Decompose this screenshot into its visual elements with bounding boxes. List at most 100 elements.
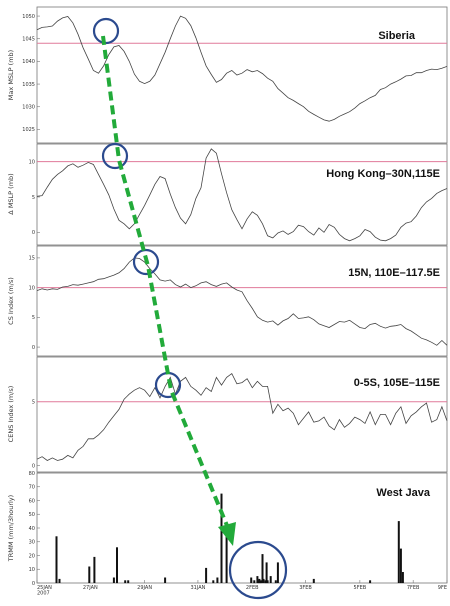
x-tick-label: 2007 [37, 591, 50, 597]
bar [220, 493, 223, 583]
panel-1-marks: 1050 1045 1040 1035 1030 1025 [22, 14, 448, 133]
bar [216, 577, 219, 583]
panel-5-ytick-label: 0 [32, 581, 35, 587]
bar [274, 580, 277, 584]
x-tick-label: 25JAN [37, 585, 52, 591]
panel-3-ylabel: CS Index (m/s) [7, 277, 15, 325]
highlight-circle [132, 248, 160, 276]
bar [401, 572, 404, 583]
panel-4-marks: 50 [32, 372, 448, 469]
bar [256, 576, 259, 583]
panel-1-series-line [36, 15, 448, 122]
panel-2-ytick-label: 0 [32, 230, 35, 236]
bar [58, 578, 61, 583]
bar [250, 577, 253, 583]
panel-hongkong: Δ MSLP (mb) Hong Kong–30N,115E 10 5 0 [7, 143, 448, 246]
panel-3-frame [36, 245, 448, 357]
bar [253, 580, 256, 584]
x-tick-label: 2FEB [246, 585, 259, 591]
highlight-circle [101, 142, 129, 170]
bar [266, 580, 269, 584]
panel-5-ytick-label: 20 [29, 553, 35, 559]
x-tick-label: 7FEB [407, 585, 420, 591]
panel-5-ytick-label: 50 [29, 512, 35, 518]
bar [124, 580, 127, 584]
panel-3-marks: 15 10 5 0 [29, 256, 448, 351]
panel-5-title: West Java [376, 487, 430, 499]
highlight-circle [92, 17, 120, 45]
highlight-circle [154, 371, 182, 399]
panel-3-series-line [36, 257, 448, 346]
panel-1-ytick-label: 1025 [22, 127, 35, 133]
panel-4-frame [36, 356, 448, 473]
panel-2-frame [36, 143, 448, 246]
panel-1-ytick-label: 1040 [22, 59, 35, 65]
panel-5-ytick-label: 40 [29, 526, 35, 532]
trend-arrow-head [218, 522, 236, 546]
bar [116, 547, 118, 584]
panel-5-ytick-label: 80 [29, 471, 35, 477]
bar [276, 562, 279, 583]
panel-cens-index: CENS Index (m/s) 0-5S, 105E–115E 50 [7, 356, 448, 473]
x-tick-label: 29JAN [137, 585, 152, 591]
panel-5-ytick-label: 10 [29, 567, 35, 573]
panel-4-ytick-label: 0 [32, 463, 35, 469]
panel-2-ylabel: Δ MSLP (mb) [7, 173, 15, 214]
annotation-overlay [92, 17, 288, 600]
bar [88, 566, 91, 583]
panel-4-ylabel: CENS Index (m/s) [7, 386, 15, 443]
bar [369, 580, 372, 584]
bar [205, 567, 208, 583]
bar [112, 577, 115, 583]
bar [261, 554, 264, 583]
panel-cs-index: CS Index (m/s) 15N, 110E–117.5E 15 10 5 0 [7, 245, 448, 357]
bar [164, 577, 167, 583]
panel-siberia: Max MSLP (mb) Siberia 105010451040103510… [7, 6, 448, 144]
panel-3-ytick-label: 0 [32, 345, 35, 351]
panel-4-title: 0-5S, 105E–115E [354, 377, 440, 389]
bar [265, 562, 268, 583]
panel-1-ytick-label: 1030 [22, 105, 35, 111]
bar [399, 548, 402, 583]
bar [312, 578, 315, 583]
x-tick-label: 31JAN [190, 585, 205, 591]
panel-3-title: 15N, 110E–117.5E [348, 267, 440, 279]
bar [212, 580, 215, 584]
bar [55, 536, 58, 584]
panel-2-title: Hong Kong–30N,115E [326, 168, 440, 180]
bar [259, 580, 262, 584]
panel-1-ytick-label: 1045 [22, 37, 35, 43]
panel-4-ytick-label: 5 [32, 400, 35, 406]
bar [262, 578, 265, 583]
panel-west-java: TRMM (mm/3hourly) West Java 80 70 60 50 40 30… [7, 471, 448, 597]
bar [258, 578, 261, 583]
bar [127, 580, 130, 584]
panel-2-series-line [36, 148, 448, 242]
panel-5-ytick-label: 30 [29, 540, 35, 546]
panel-3-ytick-label: 15 [29, 256, 35, 262]
panel-1-ytick-label: 1050 [22, 14, 35, 20]
bar [397, 521, 400, 583]
panel-5-marks: 80 70 60 50 40 30 20 10 0 [29, 471, 404, 587]
panel-2-ytick-label: 5 [32, 195, 35, 201]
trend-arrow-shaft [101, 35, 230, 529]
panel-1-ytick-label: 1035 [22, 82, 35, 88]
panel-5-ytick-label: 60 [29, 498, 35, 504]
panel-1-frame [36, 6, 448, 144]
x-tick-label: 27JAN [83, 585, 98, 591]
bar [225, 533, 228, 583]
panel-1-ylabel: Max MSLP (mb) [7, 50, 15, 100]
panel-2-ytick-label: 10 [29, 159, 35, 165]
panel-3-ytick-label: 10 [29, 285, 35, 291]
highlight-circle [228, 540, 288, 600]
panel-2-marks: 10 5 0 [29, 148, 448, 242]
bar [93, 556, 96, 583]
panel-1-title: Siberia [378, 30, 416, 42]
x-tick-label: 9FE [438, 585, 447, 591]
x-tick-label: 5FEB [354, 585, 367, 591]
panel-5-ylabel: TRMM (mm/3hourly) [7, 495, 15, 562]
panel-4-series-line [36, 372, 448, 461]
panel-3-ytick-label: 5 [32, 315, 35, 321]
